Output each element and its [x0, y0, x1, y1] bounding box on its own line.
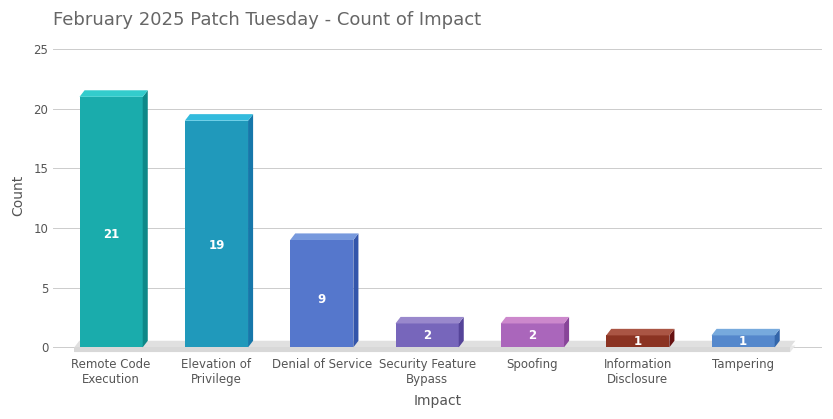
Polygon shape	[606, 335, 670, 347]
Polygon shape	[564, 317, 569, 347]
Polygon shape	[142, 90, 147, 347]
Polygon shape	[711, 335, 775, 347]
Text: 2: 2	[423, 329, 431, 342]
Polygon shape	[459, 317, 464, 347]
Polygon shape	[396, 323, 459, 347]
Text: 19: 19	[208, 239, 225, 252]
Polygon shape	[185, 121, 248, 347]
Polygon shape	[74, 346, 796, 352]
Polygon shape	[670, 329, 675, 347]
Text: 21: 21	[103, 228, 119, 241]
Polygon shape	[290, 240, 353, 347]
Polygon shape	[290, 233, 358, 240]
Polygon shape	[353, 233, 358, 347]
Text: 9: 9	[317, 292, 326, 305]
X-axis label: Impact: Impact	[413, 394, 461, 408]
Polygon shape	[396, 317, 464, 323]
Text: 1: 1	[739, 335, 747, 348]
Text: 2: 2	[528, 329, 536, 342]
Y-axis label: Count: Count	[11, 175, 25, 217]
Polygon shape	[501, 323, 564, 347]
Polygon shape	[775, 329, 780, 347]
Polygon shape	[185, 114, 253, 121]
Polygon shape	[711, 329, 780, 335]
Polygon shape	[79, 97, 142, 347]
Text: 1: 1	[634, 335, 642, 348]
Polygon shape	[74, 347, 791, 352]
Polygon shape	[74, 341, 796, 347]
Polygon shape	[501, 317, 569, 323]
Text: February 2025 Patch Tuesday - Count of Impact: February 2025 Patch Tuesday - Count of I…	[53, 11, 481, 29]
Polygon shape	[79, 90, 147, 97]
Polygon shape	[248, 114, 253, 347]
Polygon shape	[606, 329, 675, 335]
